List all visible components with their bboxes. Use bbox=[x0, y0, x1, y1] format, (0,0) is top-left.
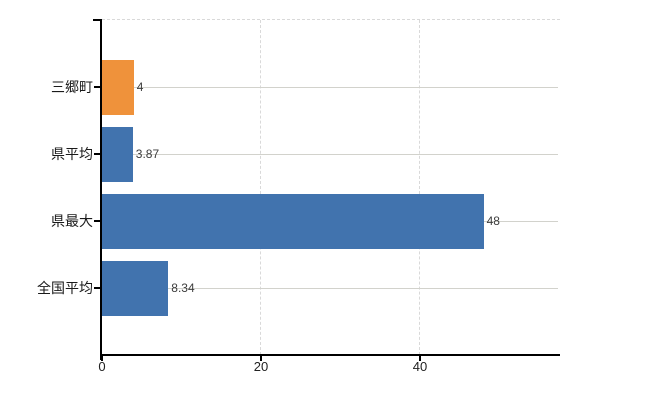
category-label: 県最大 bbox=[51, 213, 93, 229]
x-axis-tick bbox=[419, 356, 421, 361]
x-tick-label: 40 bbox=[412, 359, 428, 374]
x-tick-label: 0 bbox=[98, 359, 106, 374]
value-label: 8.34 bbox=[171, 281, 195, 295]
y-axis-tick bbox=[94, 287, 102, 289]
category-gridline bbox=[102, 287, 558, 289]
value-label: 48 bbox=[486, 214, 500, 228]
y-axis-tick bbox=[94, 220, 102, 222]
bar bbox=[102, 260, 169, 316]
bar bbox=[102, 59, 134, 115]
y-axis-top-tick bbox=[93, 19, 102, 21]
value-label: 4 bbox=[136, 80, 144, 94]
x-axis-line bbox=[100, 354, 560, 356]
y-axis-line bbox=[100, 20, 102, 360]
category-gridline bbox=[102, 153, 558, 155]
y-axis-tick bbox=[94, 86, 102, 88]
bar bbox=[102, 126, 133, 182]
vertical-gridline bbox=[260, 20, 261, 355]
x-axis-tick bbox=[260, 356, 262, 361]
x-tick-label: 20 bbox=[253, 359, 269, 374]
category-label: 全国平均 bbox=[37, 280, 93, 296]
category-label: 県平均 bbox=[51, 146, 93, 162]
category-gridline bbox=[102, 86, 558, 88]
vertical-gridline bbox=[419, 20, 420, 355]
category-label: 三郷町 bbox=[51, 79, 93, 95]
x-axis-tick bbox=[101, 356, 103, 361]
bar bbox=[102, 193, 484, 249]
value-label: 3.87 bbox=[135, 147, 160, 161]
plot-top-border bbox=[102, 19, 560, 20]
y-axis-tick bbox=[94, 153, 102, 155]
